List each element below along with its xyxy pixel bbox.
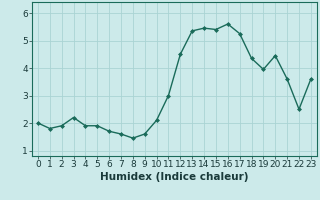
X-axis label: Humidex (Indice chaleur): Humidex (Indice chaleur) (100, 172, 249, 182)
